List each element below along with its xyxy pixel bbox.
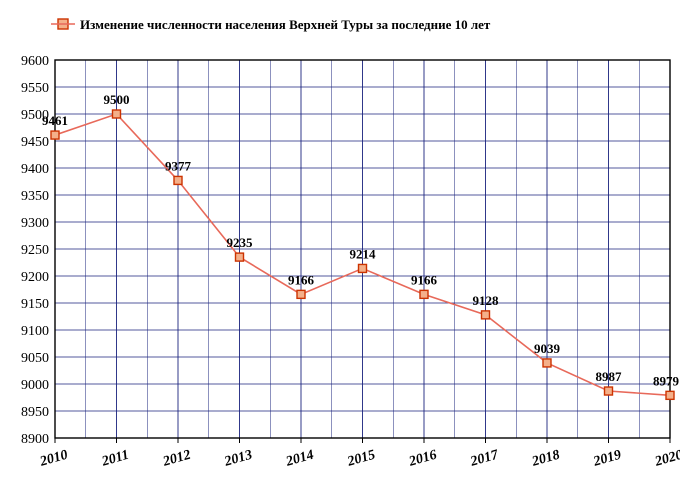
data-point-label: 8987 (596, 369, 623, 384)
data-marker (113, 110, 121, 118)
y-tick-label: 9000 (21, 378, 49, 393)
y-tick-label: 9400 (21, 162, 49, 177)
y-tick-label: 8950 (21, 405, 49, 420)
y-tick-label: 9150 (21, 297, 49, 312)
y-tick-label: 9050 (21, 351, 49, 366)
data-marker (666, 391, 674, 399)
y-tick-label: 9450 (21, 135, 49, 150)
data-marker (420, 290, 428, 298)
data-marker (482, 311, 490, 319)
y-tick-label: 9300 (21, 216, 49, 231)
data-point-label: 9235 (227, 235, 254, 250)
data-marker (51, 131, 59, 139)
y-tick-label: 9550 (21, 81, 49, 96)
data-point-label: 8979 (653, 373, 680, 388)
data-marker (543, 359, 551, 367)
y-tick-label: 9200 (21, 270, 49, 285)
data-point-label: 9377 (165, 158, 192, 173)
population-chart: 8900 8950 9000 9050 9100 9150 9200 9250 9300 9350… (0, 0, 680, 500)
data-marker (236, 253, 244, 261)
data-point-label: 9461 (42, 113, 68, 128)
data-point-label: 9214 (350, 246, 377, 261)
data-marker (605, 387, 613, 395)
y-tick-label: 9600 (21, 54, 49, 69)
data-marker (359, 264, 367, 272)
data-marker (174, 176, 182, 184)
legend-label: Изменение численности населения Верхней … (80, 17, 491, 32)
y-tick-label: 9250 (21, 243, 49, 258)
y-tick-label: 9350 (21, 189, 49, 204)
data-point-label: 9166 (411, 272, 438, 287)
data-point-label: 9166 (288, 272, 315, 287)
y-tick-label: 9100 (21, 324, 49, 339)
data-marker (297, 290, 305, 298)
data-point-label: 9039 (534, 341, 561, 356)
data-point-label: 9128 (473, 293, 500, 308)
data-point-label: 9500 (104, 92, 130, 107)
y-tick-label: 8900 (21, 432, 49, 447)
